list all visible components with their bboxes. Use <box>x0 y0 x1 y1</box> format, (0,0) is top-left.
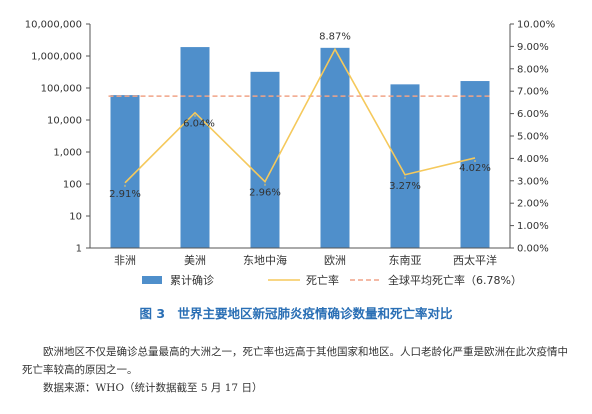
bar-1 <box>110 95 140 249</box>
legend-label-global-average: 全球平均死亡率（6.78%） <box>388 273 522 287</box>
bar-series-group <box>110 47 490 249</box>
category-label-5: 东南亚 <box>389 254 422 267</box>
left-tick-label-3: 100 <box>63 180 82 191</box>
category-label-6: 西太平洋 <box>453 253 497 267</box>
left-tick-label-8: 10,000,000 <box>25 20 82 31</box>
left-tick-label-2: 10 <box>69 212 82 223</box>
fatality-label-3: 2.96% <box>249 188 281 199</box>
left-tick-label-6: 100,000 <box>41 84 82 95</box>
left-tick-label-5: 10,000 <box>47 116 82 127</box>
category-label-3: 东地中海 <box>243 253 287 267</box>
bar-4 <box>320 47 350 248</box>
legend-label-cases: 累计确诊 <box>170 273 214 287</box>
fatality-label-2: 6.04% <box>183 119 215 130</box>
axes-group: 1 10 100 1,000 10,000 100,000 1,000,000 10,000,… <box>25 20 555 268</box>
category-label-2: 美洲 <box>184 254 206 267</box>
fatality-label-1: 2.91% <box>109 189 141 200</box>
right-tick-label-7: 6.00% <box>517 109 549 120</box>
fatality-rate-line <box>124 47 476 184</box>
legend-label-fatality: 死亡率 <box>306 273 339 287</box>
legend-swatch-cases <box>142 276 162 284</box>
right-tick-label-10: 9.00% <box>517 42 549 53</box>
left-tick-label-7: 1,000,000 <box>31 52 82 63</box>
line-series-group: 2.91% 6.04% 2.96% 8.87% 3.27% 4.02% <box>109 31 491 200</box>
cases-and-fatality-chart: 2.91% 6.04% 2.96% 8.87% 3.27% 4.02% 1 10 100 1,0… <box>25 20 555 288</box>
data-source: 数据来源：WHO（统计数据截至 5 月 17 日） <box>43 382 263 394</box>
fatality-label-6: 4.02% <box>459 163 491 174</box>
bar-2 <box>180 47 210 249</box>
category-label-4: 欧洲 <box>324 254 346 267</box>
left-tick-label-1: 1 <box>76 244 82 255</box>
right-tick-label-8: 7.00% <box>517 87 549 98</box>
bar-5 <box>390 84 420 248</box>
bar-6 <box>460 81 490 248</box>
right-tick-label-1: 0.00% <box>517 244 549 255</box>
right-tick-label-4: 3.00% <box>517 176 549 187</box>
figure-caption: 欧洲地区不仅是确诊总量最高的大洲之一，死亡率也远高于其他国家和地区。人口老龄化严… <box>22 346 568 376</box>
fatality-label-4: 8.87% <box>319 31 351 42</box>
legend: 累计确诊 死亡率 全球平均死亡率（6.78%） <box>142 273 522 287</box>
right-tick-label-6: 5.00% <box>517 132 549 143</box>
fatality-label-5: 3.27% <box>389 181 421 192</box>
right-tick-label-9: 8.00% <box>517 64 549 75</box>
right-tick-label-11: 10.00% <box>517 20 555 31</box>
figure-title: 图 3 世界主要地区新冠肺炎疫情确诊数量和死亡率对比 <box>139 306 453 321</box>
bar-3 <box>250 71 280 248</box>
category-label-1: 非洲 <box>114 254 136 267</box>
right-tick-label-2: 1.00% <box>517 221 549 232</box>
left-tick-label-4: 1,000 <box>53 148 82 159</box>
right-tick-label-5: 4.00% <box>517 154 549 165</box>
right-tick-label-3: 2.00% <box>517 199 549 210</box>
